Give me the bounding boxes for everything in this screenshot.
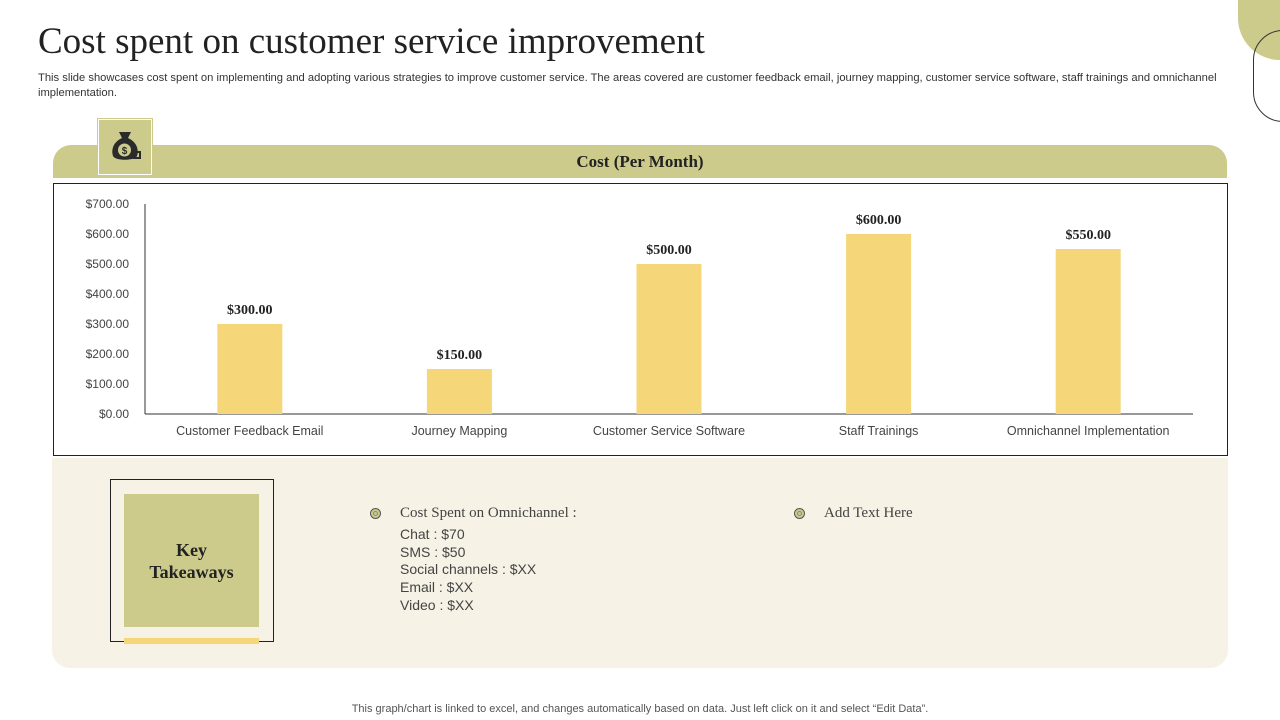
y-tick-label: $100.00: [86, 377, 130, 391]
chart-header: Cost (Per Month): [53, 145, 1227, 178]
data-label: $300.00: [227, 303, 273, 318]
bar: [846, 234, 912, 414]
chart-title: Cost (Per Month): [576, 152, 704, 171]
key-takeaways-underline: [124, 638, 259, 644]
y-tick-label: $500.00: [86, 257, 130, 271]
list-item: Email : $XX: [400, 579, 474, 596]
bar: [426, 369, 492, 414]
takeaway-heading-1: Cost Spent on Omnichannel :: [400, 505, 577, 521]
y-tick-label: $700.00: [86, 197, 130, 211]
bar: [636, 264, 702, 414]
key-takeaways-label: Key Takeaways: [149, 539, 234, 582]
bar-chart: $0.00 $100.00 $200.00 $300.00 $400.00 $500.00…: [86, 197, 1193, 438]
data-label: $150.00: [437, 348, 483, 363]
bar: [217, 324, 283, 414]
key-takeaways-box: Key Takeaways: [124, 494, 259, 627]
y-tick-label: $400.00: [86, 287, 130, 301]
bullet-icon: [794, 508, 805, 519]
y-tick-label: $300.00: [86, 317, 130, 331]
data-label: $600.00: [856, 213, 902, 228]
x-tick-label: Omnichannel Implementation: [1007, 424, 1170, 438]
data-label: $550.00: [1065, 228, 1111, 243]
x-tick-label: Customer Feedback Email: [176, 424, 323, 438]
list-item: Video : $XX: [400, 596, 474, 613]
takeaway-list: Chat : $70 SMS : $50 Social channels : $…: [400, 526, 536, 615]
money-bag-icon: $: [112, 132, 141, 160]
y-tick-label: $600.00: [86, 227, 130, 241]
list-item: SMS : $50: [400, 543, 466, 560]
bullet-icon: [370, 508, 381, 519]
svg-text:$: $: [122, 146, 128, 157]
data-label: $500.00: [646, 243, 692, 258]
x-tick-label: Journey Mapping: [411, 424, 507, 438]
slide-title: Cost spent on customer service improveme…: [38, 21, 705, 62]
y-tick-label: $0.00: [99, 407, 129, 421]
x-tick-label: Customer Service Software: [593, 424, 745, 438]
bar: [1055, 249, 1121, 414]
y-tick-label: $200.00: [86, 347, 130, 361]
takeaway-heading-2: Add Text Here: [824, 505, 913, 521]
list-item: Social channels : $XX: [400, 561, 537, 578]
money-bag-icon-box: $: [98, 119, 152, 175]
footnote: This graph/chart is linked to excel, and…: [351, 703, 929, 715]
x-tick-label: Staff Trainings: [839, 424, 919, 438]
slide-subtitle: This slide showcases cost spent on imple…: [38, 72, 1217, 99]
list-item: Chat : $70: [400, 526, 465, 542]
